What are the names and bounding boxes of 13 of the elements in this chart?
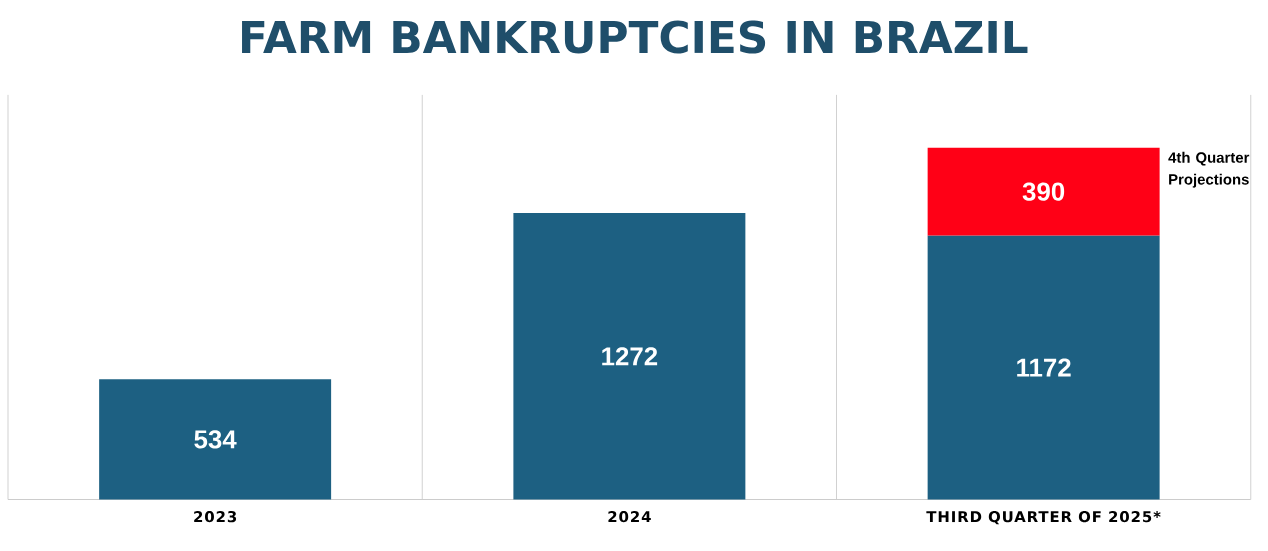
x-tick-label: THIRD QUARTER OF 2025*	[926, 510, 1161, 525]
chart-title: FARM BANKRUPTCIES IN BRAZIL	[242, 20, 1028, 54]
data-label: 390	[1022, 182, 1065, 201]
annotation: 4th Quarter Projections	[1168, 151, 1250, 188]
data-label: 1172	[1017, 358, 1071, 377]
bar	[513, 212, 746, 500]
bar	[99, 378, 332, 500]
data-label: 534	[194, 429, 237, 449]
x-tick-label: 2024	[608, 510, 651, 523]
bar	[927, 235, 1160, 500]
data-label: 1272	[602, 346, 658, 366]
bar	[927, 147, 1160, 236]
x-tick-label: 2023	[194, 510, 237, 523]
